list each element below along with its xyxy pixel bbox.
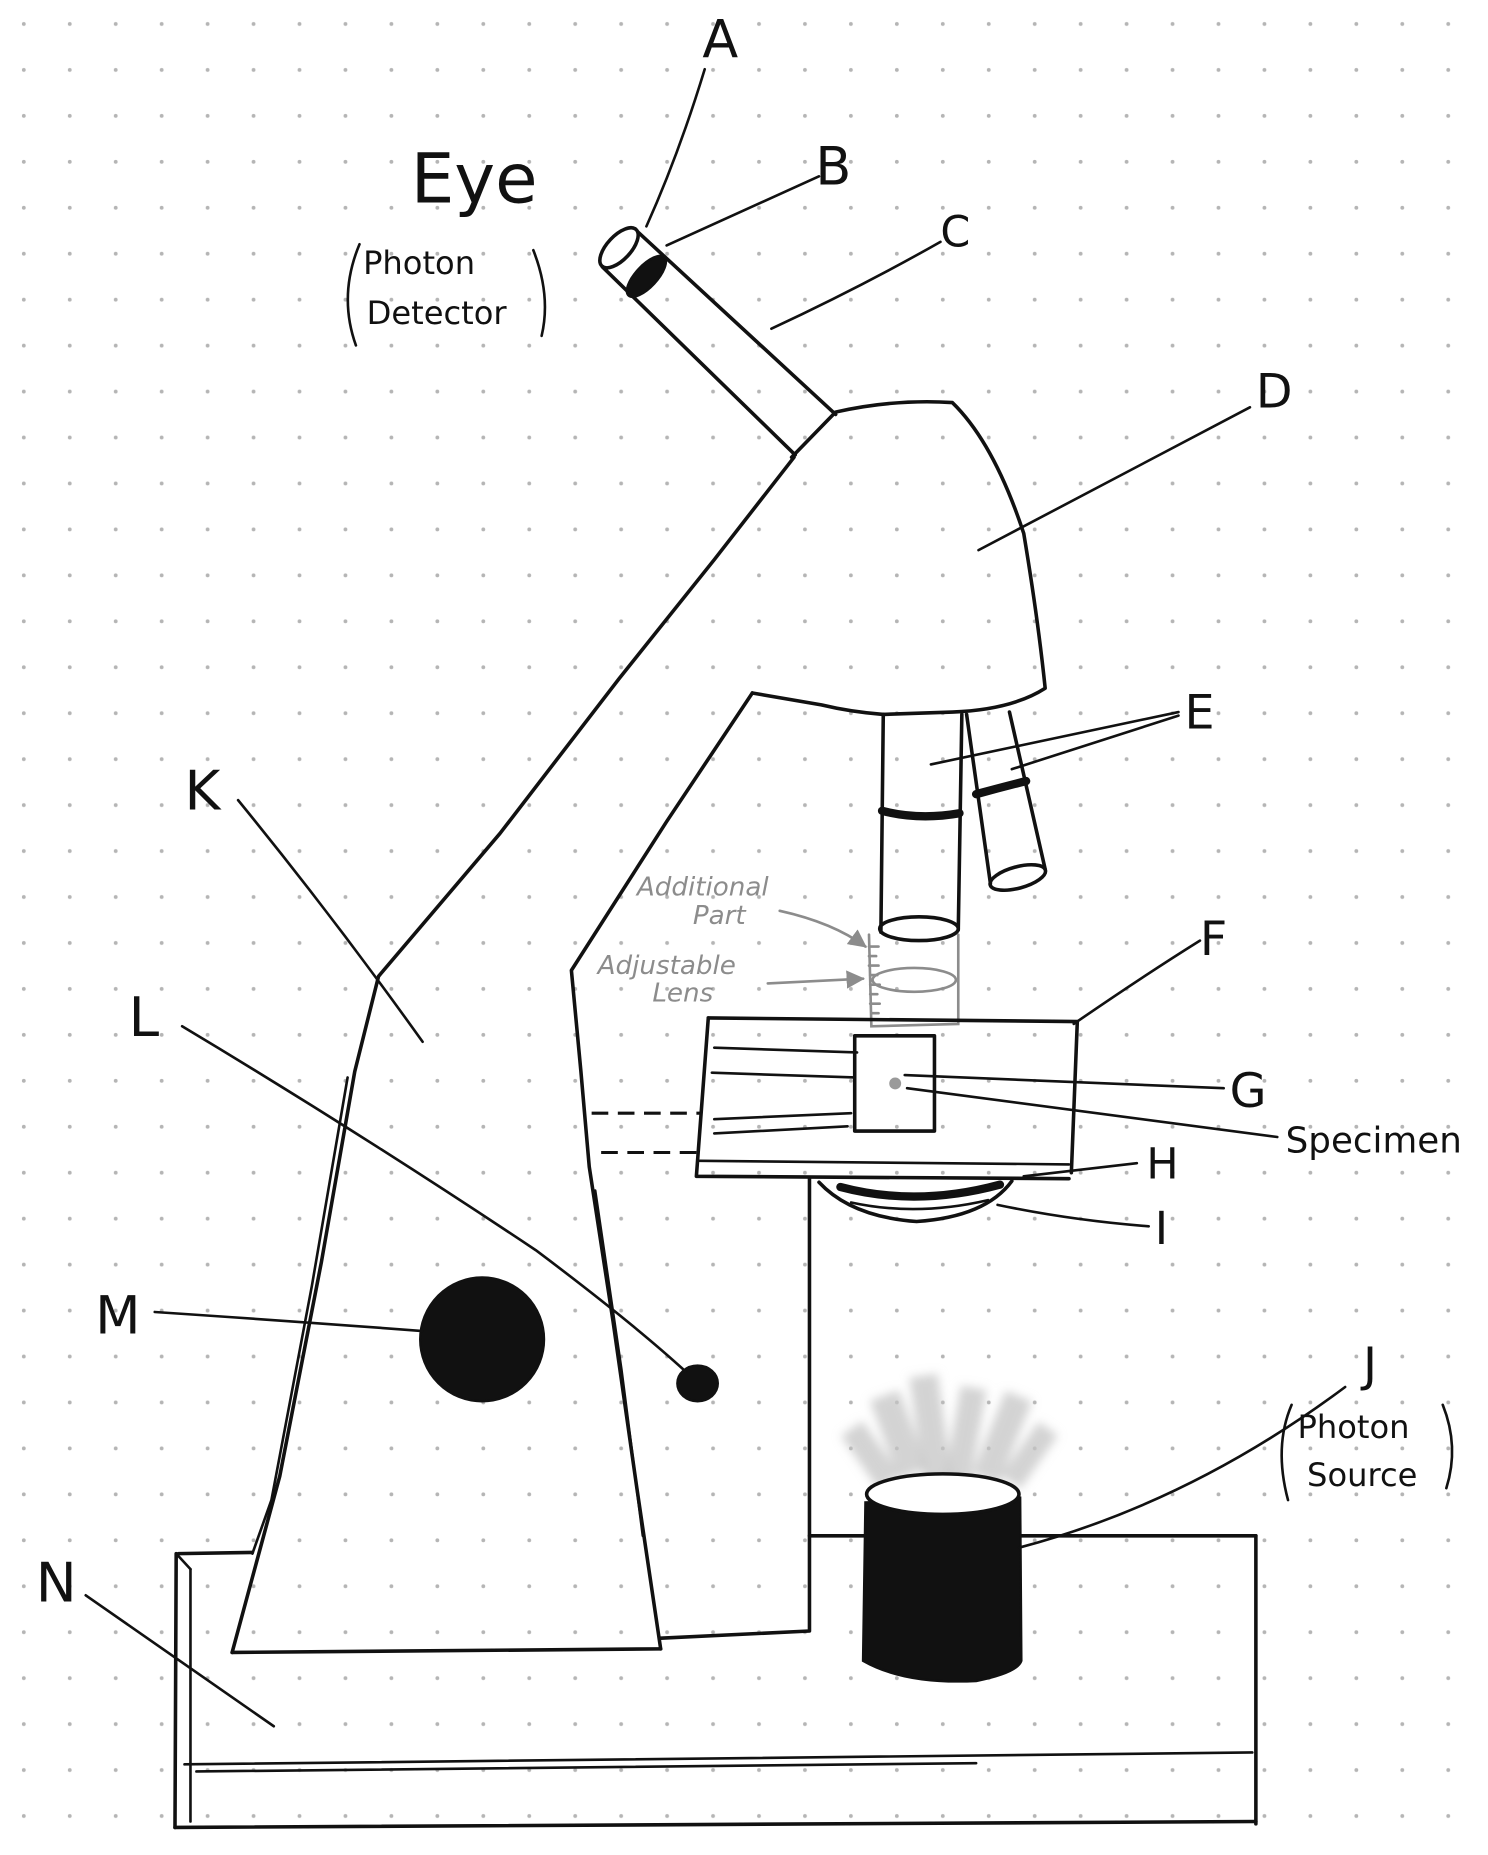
label-c: C bbox=[940, 208, 970, 258]
label-b: B bbox=[815, 137, 851, 198]
label-j: J bbox=[1360, 1338, 1377, 1393]
eyepiece-tube bbox=[598, 225, 838, 457]
objective-right-tip bbox=[988, 862, 1048, 893]
annotations: Eye Photon Detector Additional Part Adju… bbox=[346, 140, 1462, 1502]
leader-c bbox=[770, 240, 942, 331]
label-n: N bbox=[36, 1550, 77, 1614]
leader-m bbox=[153, 1310, 424, 1333]
label-g: G bbox=[1230, 1064, 1267, 1119]
specimen-label: Specimen bbox=[1286, 1120, 1462, 1161]
photon-detector-left-paren bbox=[346, 242, 361, 347]
leader-e-right bbox=[1010, 714, 1180, 771]
leader-n bbox=[84, 1594, 276, 1728]
photon-source bbox=[841, 1373, 1058, 1683]
additional-part-arrow bbox=[778, 909, 867, 948]
additional-part-line-1: Additional bbox=[635, 872, 770, 902]
additional-part bbox=[766, 909, 960, 1028]
head bbox=[750, 400, 1047, 717]
label-l: L bbox=[129, 985, 160, 1049]
leader-k bbox=[236, 798, 424, 1044]
leader-b bbox=[665, 175, 821, 247]
eyepiece-opening bbox=[598, 225, 640, 270]
coarse-focus-knob bbox=[419, 1276, 546, 1403]
eyepiece-band bbox=[625, 254, 668, 299]
label-e: E bbox=[1184, 686, 1214, 741]
photon-source-left-paren bbox=[1280, 1403, 1293, 1502]
photon-source-right-paren bbox=[1441, 1403, 1454, 1490]
label-k: K bbox=[185, 759, 223, 823]
base bbox=[173, 1534, 1258, 1830]
label-i: I bbox=[1155, 1202, 1168, 1255]
specimen-dot bbox=[889, 1077, 902, 1090]
lower-body bbox=[658, 1176, 812, 1640]
leader-h bbox=[1022, 1161, 1139, 1178]
leader-a bbox=[645, 67, 707, 228]
leader-j bbox=[1017, 1385, 1347, 1550]
leader-d bbox=[977, 405, 1252, 552]
light-rays bbox=[841, 1373, 1058, 1490]
lamp-top bbox=[864, 1472, 1021, 1517]
photon-detector-line-2: Detector bbox=[367, 294, 508, 332]
leader-i bbox=[996, 1203, 1151, 1228]
leader-specimen bbox=[905, 1086, 1279, 1139]
leader-l bbox=[180, 1024, 687, 1373]
part-labels: A B C D E F G H I J K L M N bbox=[36, 9, 1377, 1614]
adjustable-lens bbox=[871, 966, 958, 994]
objective-lenses bbox=[877, 710, 1048, 943]
objective-left-tip bbox=[877, 915, 961, 943]
adjustable-lens-line-2: Lens bbox=[652, 978, 713, 1008]
photon-detector-right-paren bbox=[531, 248, 547, 338]
leader-e-left bbox=[929, 710, 1180, 766]
eye-label: Eye bbox=[411, 140, 538, 220]
label-f: F bbox=[1200, 912, 1227, 967]
photon-detector-line-1: Photon bbox=[363, 244, 475, 282]
slide bbox=[852, 1034, 937, 1133]
adjustable-lens-line-1: Adjustable bbox=[596, 951, 736, 981]
leader-f bbox=[1072, 939, 1202, 1026]
leader-lines bbox=[84, 67, 1347, 1728]
adjustable-lens-arrow bbox=[766, 970, 865, 989]
label-m: M bbox=[95, 1285, 140, 1346]
photon-source-line-2: Source bbox=[1307, 1456, 1417, 1494]
condenser bbox=[817, 1179, 1014, 1224]
label-d: D bbox=[1256, 364, 1293, 419]
additional-part-line-2: Part bbox=[693, 901, 748, 931]
fine-focus-knob bbox=[676, 1364, 720, 1403]
photon-source-line-1: Photon bbox=[1298, 1408, 1410, 1446]
label-a: A bbox=[702, 9, 738, 70]
leader-g bbox=[903, 1073, 1226, 1090]
lamp-body bbox=[861, 1496, 1023, 1683]
arm bbox=[230, 455, 796, 1655]
label-h: H bbox=[1146, 1140, 1178, 1190]
